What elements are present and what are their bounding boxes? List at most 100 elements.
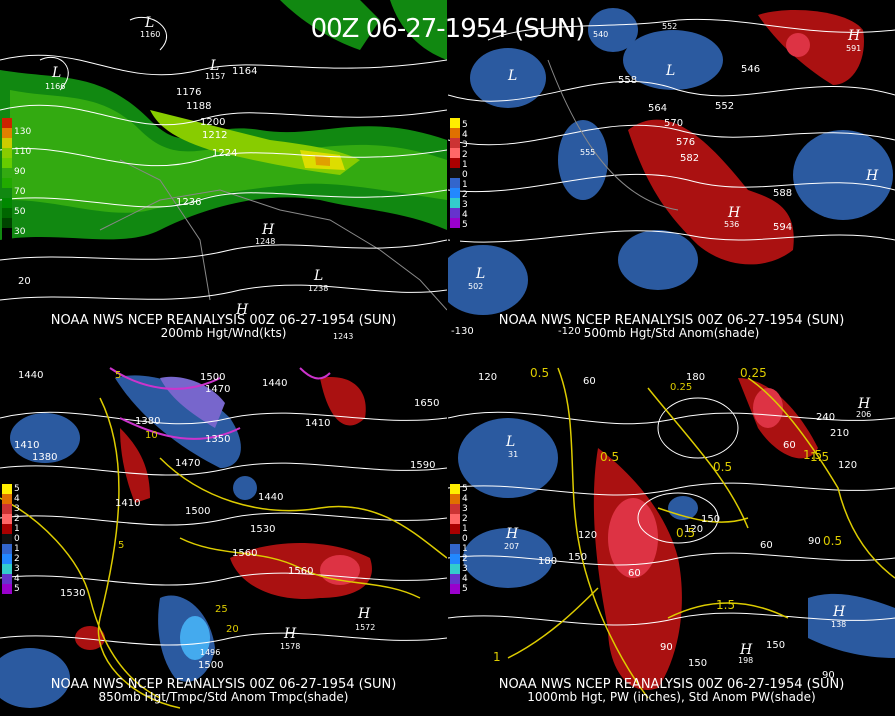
contour-label: 540: [593, 30, 609, 39]
contour-label: 1176: [176, 87, 202, 98]
caption-line2: 500mb Hgt/Std Anom(shade): [583, 326, 760, 340]
contour-label: 552: [715, 101, 735, 112]
contour-label: 564: [648, 103, 668, 114]
contour-label: 150: [688, 658, 708, 669]
low-marker: L: [210, 58, 220, 74]
contour-label: 1380: [135, 416, 161, 427]
panel-200mb: 130 110 90 70 50 30 L 1160 1157 L 1164 L…: [0, 0, 447, 358]
contour-label: 240: [816, 412, 836, 423]
contour-label: 1500: [200, 372, 226, 383]
low-marker: L: [506, 434, 516, 450]
contour-label: 60: [583, 376, 596, 387]
caption-line2: 200mb Hgt/Wnd(kts): [160, 326, 287, 340]
temp-contour-label: 5: [118, 540, 125, 551]
contour-label: 120: [578, 530, 598, 541]
contour-label: 90: [808, 536, 821, 547]
panel-caption: NOAA NWS NCEP REANALYSIS 00Z 06-27-1954 …: [0, 678, 447, 704]
high-marker: H: [506, 526, 519, 542]
contour-label: 1650: [414, 398, 440, 409]
contour-label: 90: [660, 642, 673, 653]
contour-label: 120: [478, 372, 498, 383]
colorbar-200mb: [2, 118, 12, 258]
contour-label: 180: [686, 372, 706, 383]
contour-label: 31: [508, 450, 519, 459]
contour-label: 1212: [202, 130, 228, 141]
map-850mb: [0, 358, 447, 716]
high-marker: H: [236, 302, 249, 318]
pw-contour-label: 1.5: [810, 450, 830, 464]
contour-label: 1236: [176, 197, 202, 208]
contour-label: 180: [538, 556, 558, 567]
colorbar-850mb: [2, 484, 12, 594]
contour-label: 138: [831, 620, 847, 629]
contour-label: 1200: [200, 117, 226, 128]
contour-label: 207: [504, 542, 520, 551]
map-title: 00Z 06-27-1954 (SUN): [310, 14, 586, 44]
contour-label: 591: [846, 44, 862, 53]
contour-label: 20: [18, 276, 31, 287]
pw-contour-label: 0.5: [713, 460, 733, 474]
contour-label: 60: [760, 540, 773, 551]
contour-label: 198: [738, 656, 754, 665]
low-marker: L: [508, 68, 518, 84]
high-marker: H: [728, 205, 741, 221]
contour-label: 1572: [355, 623, 376, 632]
pw-contour-label: 0.5: [823, 534, 843, 548]
contour-label: 1248: [255, 237, 276, 246]
contour-label: 536: [724, 220, 740, 229]
pw-contour-label: 1.5: [716, 598, 736, 612]
high-marker: H: [833, 604, 846, 620]
contour-label: 594: [773, 222, 793, 233]
contour-label: 1238: [308, 284, 329, 293]
contour-label: 1157: [205, 72, 226, 81]
low-marker: L: [314, 268, 324, 284]
caption-line1: NOAA NWS NCEP REANALYSIS 00Z 06-27-1954 …: [498, 677, 845, 692]
temp-contour-label: 20: [226, 624, 239, 635]
contour-label: 1188: [186, 101, 212, 112]
contour-label: 1410: [115, 498, 141, 509]
low-marker: L: [476, 266, 486, 282]
high-marker: H: [284, 626, 297, 642]
contour-label: 1590: [410, 460, 436, 471]
contour-label: 60: [628, 568, 641, 579]
low-marker: L: [666, 63, 676, 79]
caption-line1: NOAA NWS NCEP REANALYSIS 00Z 06-27-1954 …: [498, 313, 845, 328]
contour-label: 120: [838, 460, 858, 471]
contour-label: 546: [741, 64, 761, 75]
contour-label: 120: [684, 524, 704, 535]
contour-label: 1560: [288, 566, 314, 577]
contour-label: 150: [701, 514, 721, 525]
contour-label: 552: [662, 22, 678, 31]
low-marker: L: [145, 15, 155, 31]
caption-line1: NOAA NWS NCEP REANALYSIS 00Z 06-27-1954 …: [50, 677, 397, 692]
panel-caption: NOAA NWS NCEP REANALYSIS 00Z 06-27-1954 …: [0, 314, 447, 340]
contour-label: 1410: [14, 440, 40, 451]
pw-contour-label: 1: [493, 650, 501, 664]
panel-caption: NOAA NWS NCEP REANALYSIS 00Z 06-27-1954 …: [448, 314, 895, 340]
contour-label: 150: [568, 552, 588, 563]
contour-label: 502: [468, 282, 484, 291]
contour-label: 90: [822, 670, 835, 681]
pw-contour-label: 1.5: [803, 448, 823, 462]
pw-contour-label: 0.5: [600, 450, 620, 464]
contour-label: 1500: [198, 660, 224, 671]
contour-label: 1410: [305, 418, 331, 429]
contour-label: 1440: [262, 378, 288, 389]
contour-label: 206: [856, 410, 872, 419]
map-500mb: [448, 0, 895, 358]
contour-label: 570: [664, 118, 684, 129]
caption-line1: NOAA NWS NCEP REANALYSIS 00Z 06-27-1954 …: [50, 313, 397, 328]
high-marker: H: [858, 396, 871, 412]
pw-contour-label: 0.5: [530, 366, 550, 380]
contour-label: 1380: [32, 452, 58, 463]
contour-label: 1440: [18, 370, 44, 381]
contour-label: 1496: [200, 648, 221, 657]
map-200mb: [0, 0, 447, 358]
colorbar-1000mb: [450, 484, 460, 594]
contour-label: 1166: [45, 82, 66, 91]
contour-label: 1530: [250, 524, 276, 535]
